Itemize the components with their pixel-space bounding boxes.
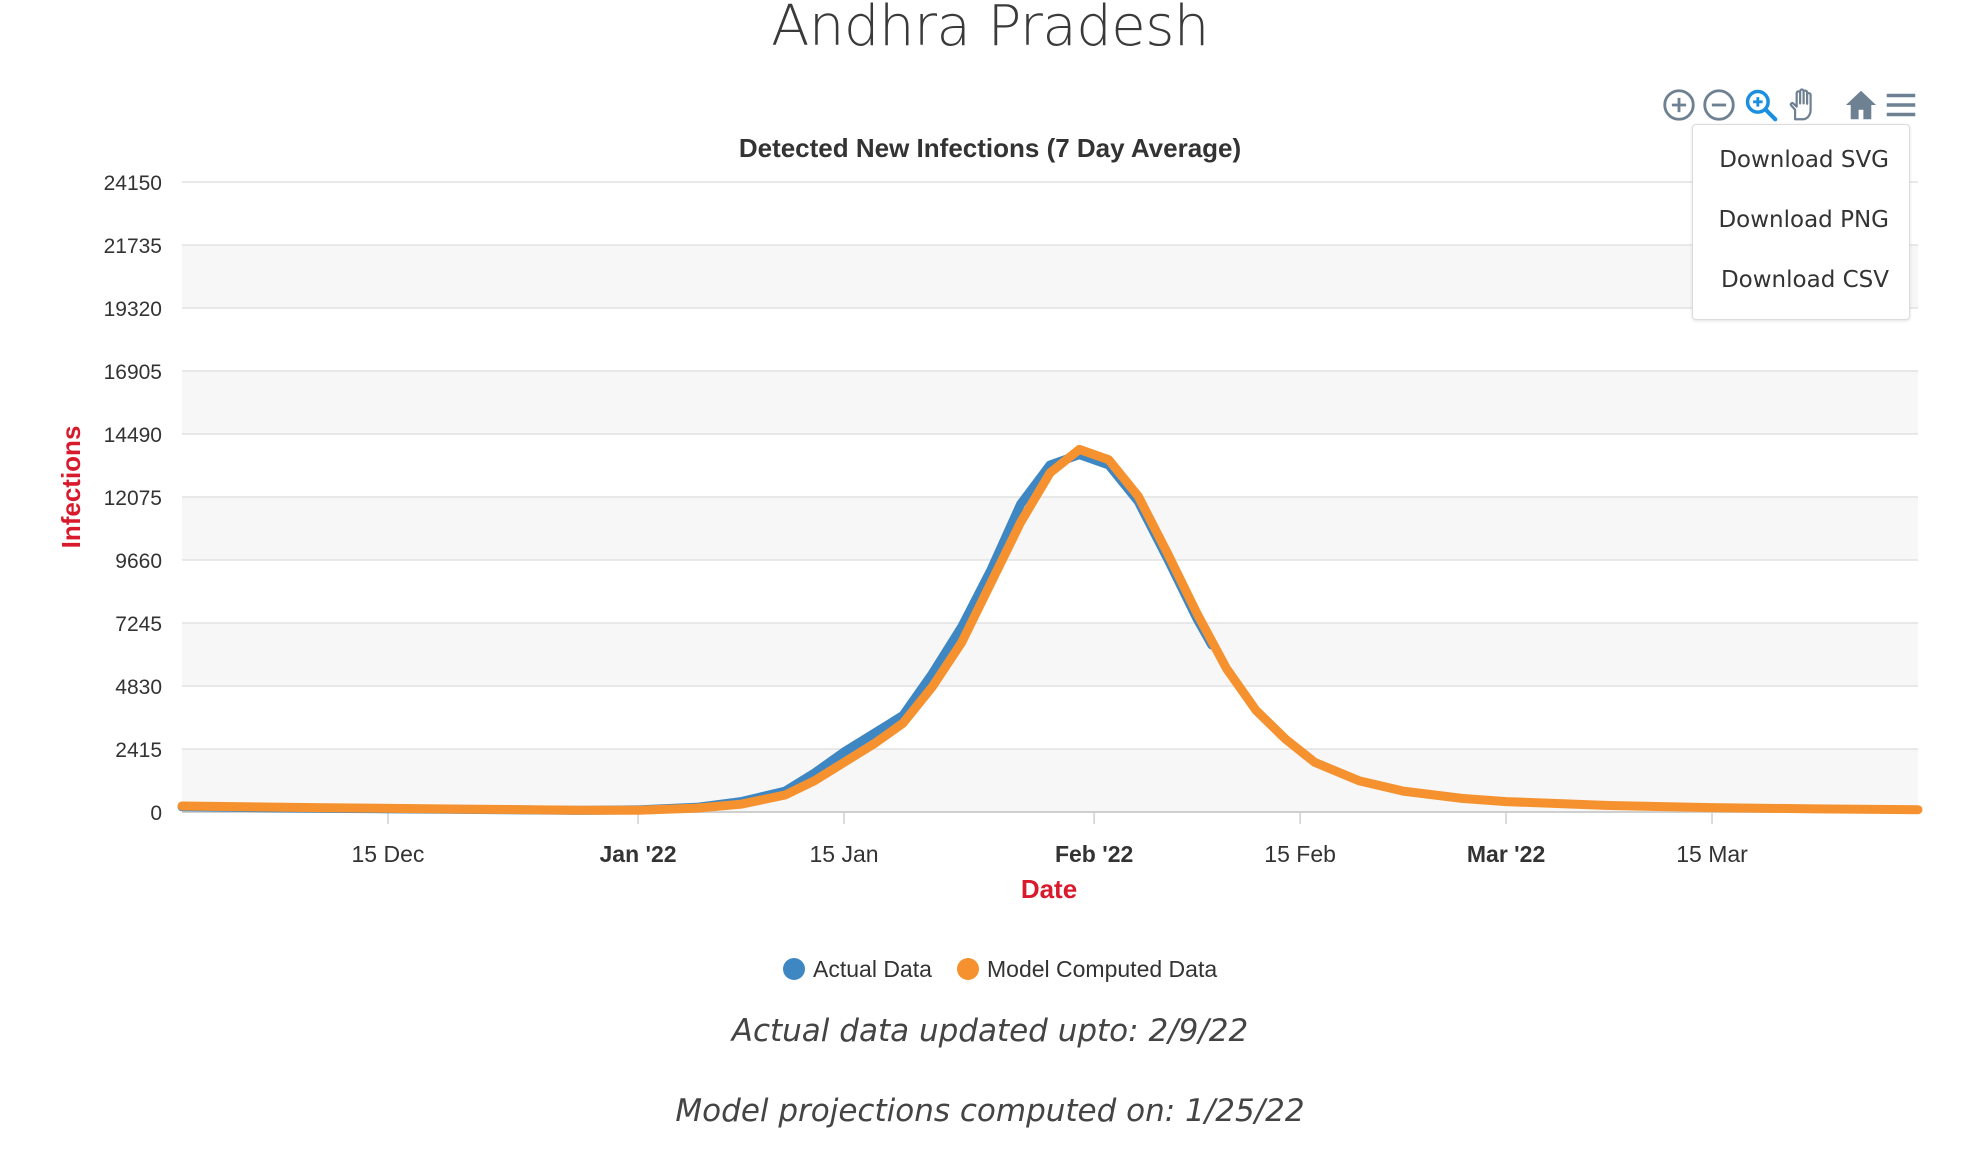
plot-band bbox=[182, 497, 1918, 560]
home-icon[interactable] bbox=[1842, 86, 1880, 124]
y-tick-label: 12075 bbox=[104, 487, 162, 510]
chart-toolbar bbox=[1660, 86, 1926, 126]
y-axis-title: Infections bbox=[56, 426, 86, 549]
y-tick-label: 24150 bbox=[104, 172, 162, 195]
plot-band bbox=[182, 623, 1918, 686]
x-axis-title: Date bbox=[1021, 874, 1077, 904]
plot-bands bbox=[182, 245, 1918, 812]
y-tick-label: 21735 bbox=[104, 235, 162, 258]
series-lines bbox=[177, 444, 1923, 815]
x-axis: 15 Dec Jan '22 15 Jan Feb '22 15 Feb Mar '22 1… bbox=[352, 812, 1748, 867]
x-tick-label: Jan '22 bbox=[600, 841, 677, 867]
export-menu: Download SVG Download PNG Download CSV bbox=[1692, 124, 1910, 320]
plot-band bbox=[182, 371, 1918, 434]
model-computed-note: Model projections computed on: 1/25/22 bbox=[675, 1093, 1305, 1129]
actual-data-updated-note: Actual data updated upto: 2/9/22 bbox=[731, 1013, 1249, 1049]
zoom-in-icon[interactable] bbox=[1660, 86, 1698, 124]
download-svg-menu-item[interactable]: Download SVG bbox=[1719, 147, 1889, 173]
page-title: Andhra Pradesh bbox=[771, 0, 1209, 59]
download-png-menu-item[interactable]: Download PNG bbox=[1718, 207, 1889, 233]
legend-label-actual[interactable]: Actual Data bbox=[813, 956, 932, 982]
y-tick-label: 0 bbox=[150, 802, 162, 825]
zoom-out-icon[interactable] bbox=[1700, 86, 1738, 124]
y-tick-label: 4830 bbox=[115, 676, 162, 699]
legend-marker-model[interactable] bbox=[957, 958, 979, 980]
y-tick-label: 19320 bbox=[104, 298, 162, 321]
y-tick-label: 16905 bbox=[104, 361, 162, 384]
x-tick-label: 15 Jan bbox=[810, 841, 879, 867]
pan-icon[interactable] bbox=[1784, 86, 1822, 124]
x-tick-label: Mar '22 bbox=[1467, 841, 1545, 867]
x-tick-label: Feb '22 bbox=[1055, 841, 1133, 867]
model-computed-data-line[interactable] bbox=[177, 444, 1923, 815]
y-axis: 0 2415 4830 7245 9660 12075 14490 16905 19320 217… bbox=[104, 172, 162, 825]
plot-band bbox=[182, 245, 1918, 308]
y-tick-label: 2415 bbox=[115, 739, 162, 762]
y-tick-label: 9660 bbox=[115, 550, 162, 573]
y-tick-label: 14490 bbox=[104, 424, 162, 447]
x-tick-label: 15 Mar bbox=[1676, 841, 1748, 867]
x-tick-label: 15 Dec bbox=[352, 841, 425, 867]
download-csv-menu-item[interactable]: Download CSV bbox=[1720, 267, 1889, 293]
chart-title: Detected New Infections (7 Day Average) bbox=[739, 133, 1241, 163]
y-tick-label: 7245 bbox=[115, 613, 162, 636]
legend: Actual Data Model Computed Data bbox=[783, 956, 1217, 982]
zoom-icon[interactable] bbox=[1742, 86, 1780, 124]
legend-label-model[interactable]: Model Computed Data bbox=[987, 956, 1217, 982]
legend-marker-actual[interactable] bbox=[783, 958, 805, 980]
menu-icon[interactable] bbox=[1882, 86, 1920, 124]
x-tick-label: 15 Feb bbox=[1264, 841, 1336, 867]
